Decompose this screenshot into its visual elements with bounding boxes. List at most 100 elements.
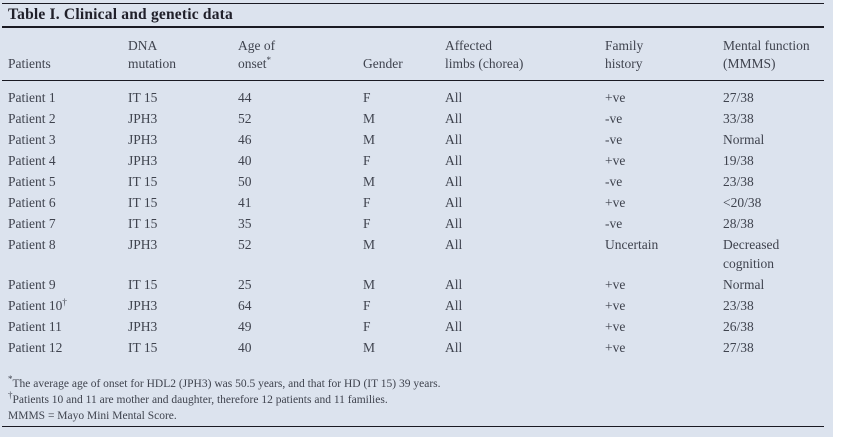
cell-gender: M <box>363 237 376 252</box>
cell-patient: Patient 5 <box>8 174 56 189</box>
cell-mental-function: Normal <box>723 277 765 292</box>
cell-dna-mutation: IT 15 <box>128 174 158 189</box>
cell-patient: Patient 8 <box>8 237 56 252</box>
cell-dna-mutation: IT 15 <box>128 195 158 210</box>
header-divider-rule <box>2 80 824 81</box>
cell-affected-limbs: All <box>445 319 463 334</box>
table-row: Patient 8 JPH3 52 M All Uncertain Decreased co… <box>8 234 823 274</box>
cell-dna-mutation: JPH3 <box>128 153 158 168</box>
table-row: Patient 3 JPH3 46 M All -ve Normal <box>8 129 823 150</box>
cell-affected-limbs: All <box>445 132 463 147</box>
bottom-rule <box>2 426 824 427</box>
column-header-1: DNA mutation <box>128 38 176 71</box>
cell-family-history: +ve <box>605 153 626 168</box>
footnotes: *The average age of onset for HDL2 (JPH3… <box>8 374 818 425</box>
cell-dna-mutation: JPH3 <box>128 237 158 252</box>
table-row: Patient 10† JPH3 64 F All +ve 23/38 <box>8 295 823 316</box>
top-rule <box>2 3 824 4</box>
column-header-2: Age of onset* <box>238 38 276 71</box>
cell-mental-function: 28/38 <box>723 216 754 231</box>
footnote-line: †Patients 10 and 11 are mother and daugh… <box>8 390 388 407</box>
cell-patient: Patient 7 <box>8 216 56 231</box>
cell-affected-limbs: All <box>445 90 463 105</box>
table-row: Patient 5 IT 15 50 M All -ve 23/38 <box>8 171 823 192</box>
cell-mental-function: Decreased cognition <box>723 237 780 271</box>
cell-mental-function: 26/38 <box>723 319 754 334</box>
cell-gender: M <box>363 340 376 355</box>
cell-mental-function: Normal <box>723 132 765 147</box>
cell-family-history: Uncertain <box>605 237 659 252</box>
cell-patient: Patient 11 <box>8 319 62 334</box>
cell-patient: Patient 12 <box>8 340 63 355</box>
cell-affected-limbs: All <box>445 298 463 313</box>
cell-dna-mutation: IT 15 <box>128 216 158 231</box>
cell-affected-limbs: All <box>445 216 463 231</box>
cell-age-of-onset: 40 <box>238 153 252 168</box>
cell-mental-function: 23/38 <box>723 174 754 189</box>
cell-family-history: +ve <box>605 195 626 210</box>
cell-gender: F <box>363 195 371 210</box>
cell-dna-mutation: IT 15 <box>128 90 158 105</box>
cell-patient: Patient 2 <box>8 111 56 126</box>
header-row: Patients DNA mutation Age of onset* Gender Aff… <box>8 30 823 80</box>
cell-gender: M <box>363 277 376 292</box>
cell-dna-mutation: JPH3 <box>128 132 158 147</box>
cell-gender: F <box>363 298 371 313</box>
cell-gender: F <box>363 90 371 105</box>
cell-affected-limbs: All <box>445 195 463 210</box>
cell-age-of-onset: 46 <box>238 132 252 147</box>
table-title: Table I. Clinical and genetic data <box>8 6 233 23</box>
title-divider-rule <box>2 26 824 28</box>
cell-mental-function: 23/38 <box>723 298 754 313</box>
cell-patient: Patient 6 <box>8 195 56 210</box>
column-header-3: Gender <box>363 55 403 71</box>
table-row: Patient 4 JPH3 40 F All +ve 19/38 <box>8 150 823 171</box>
cell-gender: M <box>363 111 376 126</box>
cell-patient: Patient 3 <box>8 132 56 147</box>
cell-age-of-onset: 49 <box>238 319 252 334</box>
clinical-genetic-table: Patients DNA mutation Age of onset* Gender Aff… <box>8 30 823 358</box>
cell-mental-function: <20/38 <box>723 195 762 210</box>
cell-mental-function: 33/38 <box>723 111 754 126</box>
cell-family-history: -ve <box>605 132 623 147</box>
cell-age-of-onset: 52 <box>238 237 252 252</box>
cell-patient: Patient 4 <box>8 153 56 168</box>
cell-family-history: +ve <box>605 90 626 105</box>
cell-mental-function: 19/38 <box>723 153 754 168</box>
cell-family-history: -ve <box>605 111 623 126</box>
cell-dna-mutation: JPH3 <box>128 298 158 313</box>
cell-dna-mutation: IT 15 <box>128 277 158 292</box>
cell-patient: Patient 1 <box>8 90 56 105</box>
cell-affected-limbs: All <box>445 174 463 189</box>
table-panel: Table I. Clinical and genetic data Patie… <box>0 0 833 437</box>
table-row: Patient 2 JPH3 52 M All -ve 33/38 <box>8 108 823 129</box>
cell-family-history: +ve <box>605 340 626 355</box>
cell-age-of-onset: 52 <box>238 111 252 126</box>
cell-gender: M <box>363 174 376 189</box>
cell-family-history: +ve <box>605 319 626 334</box>
cell-affected-limbs: All <box>445 277 463 292</box>
cell-gender: M <box>363 132 376 147</box>
cell-dna-mutation: JPH3 <box>128 111 158 126</box>
table-row: Patient 1 IT 15 44 F All +ve 27/38 <box>8 80 823 108</box>
table-row: Patient 12 IT 15 40 M All +ve 27/38 <box>8 337 823 358</box>
table-body: Patient 1 IT 15 44 F All +ve 27/38 Patient 2 JPH… <box>8 80 823 358</box>
table-row: Patient 11 JPH3 49 F All +ve 26/38 <box>8 316 823 337</box>
cell-family-history: +ve <box>605 277 626 292</box>
cell-patient: Patient 10† <box>8 297 67 314</box>
column-header-6: Mental function (MMMS) <box>723 38 810 71</box>
cell-family-history: +ve <box>605 298 626 313</box>
table-row: Patient 7 IT 15 35 F All -ve 28/38 <box>8 213 823 234</box>
cell-mental-function: 27/38 <box>723 90 754 105</box>
column-header-0: Patients <box>8 55 51 71</box>
cell-mental-function: 27/38 <box>723 340 754 355</box>
cell-age-of-onset: 50 <box>238 174 252 189</box>
cell-affected-limbs: All <box>445 237 463 252</box>
cell-gender: F <box>363 216 371 231</box>
cell-family-history: -ve <box>605 174 623 189</box>
footnote-line: MMMS = Mayo Mini Mental Score. <box>8 410 177 422</box>
cell-dna-mutation: JPH3 <box>128 319 158 334</box>
footnote-line: *The average age of onset for HDL2 (JPH3… <box>8 374 441 391</box>
cell-affected-limbs: All <box>445 153 463 168</box>
column-header-4: Affected limbs (chorea) <box>445 38 524 71</box>
